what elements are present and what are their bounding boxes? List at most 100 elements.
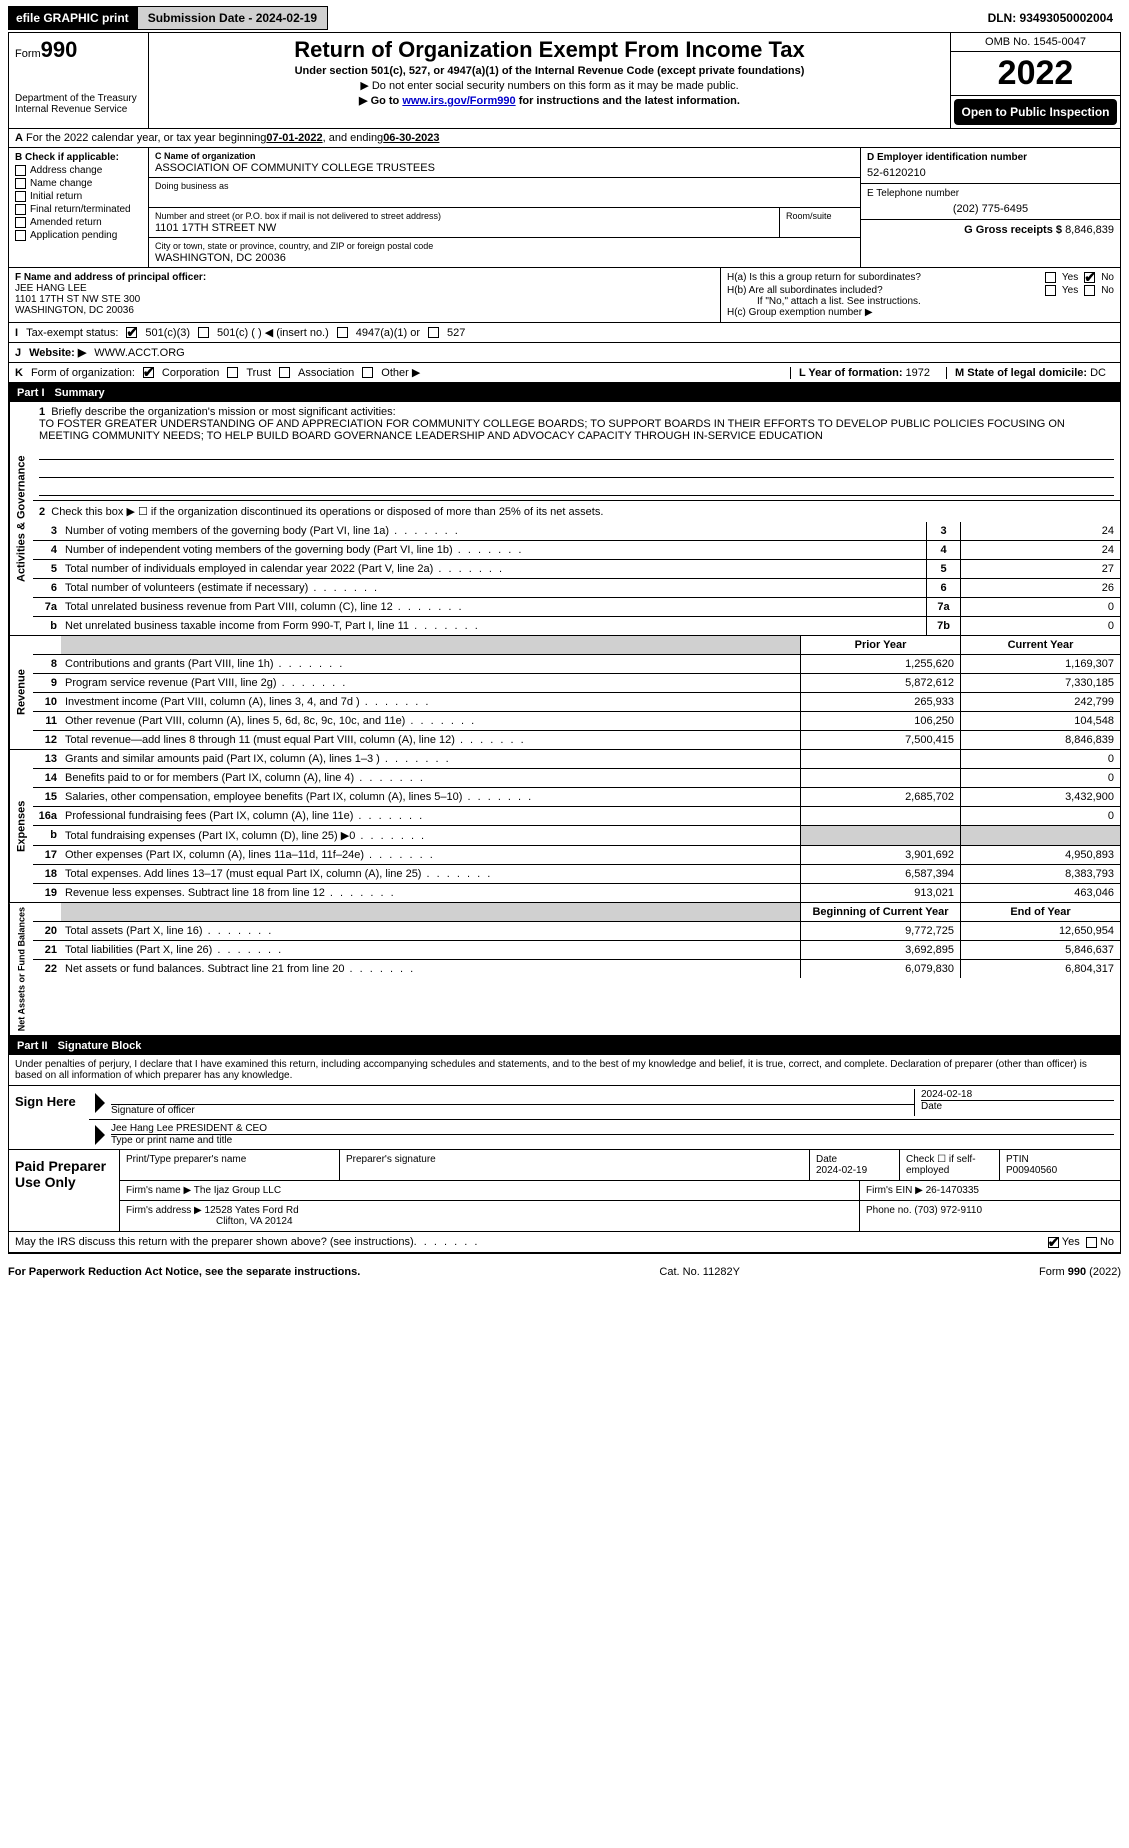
side-net: Net Assets or Fund Balances	[9, 903, 33, 1035]
subtitle-1: Under section 501(c), 527, or 4947(a)(1)…	[155, 65, 944, 77]
i-527-chk[interactable]	[428, 327, 439, 338]
part1-header: Part I Summary	[9, 384, 1120, 402]
part2-label: Part II	[17, 1040, 48, 1052]
e-val: (202) 775-6495	[867, 203, 1114, 215]
hb-yes-chk[interactable]	[1045, 285, 1056, 296]
row-text: Benefits paid to or for members (Part IX…	[61, 769, 800, 787]
hb2-text: If "No," attach a list. See instructions…	[757, 296, 1114, 307]
sig-date-lab: Date	[921, 1101, 1114, 1112]
ck-address[interactable]: Address change	[15, 165, 142, 176]
ck-name-lab: Name change	[30, 178, 92, 189]
addr-lab: Firm's address ▶	[126, 1205, 202, 1216]
b-label: B Check if applicable:	[15, 152, 142, 163]
q2-text: Check this box ▶ ☐ if the organization d…	[51, 506, 603, 518]
gov-row: 6 Total number of volunteers (estimate i…	[33, 579, 1120, 598]
data-row: 12 Total revenue—add lines 8 through 11 …	[33, 731, 1120, 749]
row-num: 13	[33, 750, 61, 768]
row-j: J Website: ▶ WWW.ACCT.ORG	[9, 343, 1120, 363]
row-box: 3	[926, 522, 960, 540]
section-expenses: Expenses 13 Grants and similar amounts p…	[9, 750, 1120, 903]
header-mid: Return of Organization Exempt From Incom…	[149, 33, 950, 128]
ck-amended[interactable]: Amended return	[15, 217, 142, 228]
ck-app[interactable]: Application pending	[15, 230, 142, 241]
row-cur: 5,846,637	[960, 941, 1120, 959]
f-l3: WASHINGTON, DC 20036	[15, 305, 714, 316]
ha-yes-chk[interactable]	[1045, 272, 1056, 283]
gov-row: 5 Total number of individuals employed i…	[33, 560, 1120, 579]
addr-val2: Clifton, VA 20124	[216, 1216, 293, 1227]
open-inspection: Open to Public Inspection	[954, 99, 1117, 125]
part2-name: Signature Block	[58, 1040, 142, 1052]
side-governance: Activities & Governance	[9, 402, 33, 635]
c-dba-lab: Doing business as	[155, 181, 854, 191]
i-501c-chk[interactable]	[198, 327, 209, 338]
row-i: I Tax-exempt status: 501(c)(3) 501(c) ( …	[9, 323, 1120, 343]
hc-text: H(c) Group exemption number ▶	[727, 307, 1114, 318]
data-row: 22 Net assets or fund balances. Subtract…	[33, 960, 1120, 978]
paid-preparer-block: Paid Preparer Use Only Print/Type prepar…	[9, 1150, 1120, 1232]
row-box: 4	[926, 541, 960, 559]
i-501c3-chk[interactable]	[126, 327, 137, 338]
k-other-chk[interactable]	[362, 367, 373, 378]
hb-no-chk[interactable]	[1084, 285, 1095, 296]
gov-row: b Net unrelated business taxable income …	[33, 617, 1120, 635]
row-text: Other expenses (Part IX, column (A), lin…	[61, 846, 800, 864]
section-net: Net Assets or Fund Balances Beginning of…	[9, 903, 1120, 1037]
row-cur	[960, 826, 1120, 845]
sub3-pre: ▶ Go to	[359, 95, 402, 107]
footer-right: Form 990 (2022)	[1039, 1266, 1121, 1278]
g-val: 8,846,839	[1065, 224, 1114, 236]
ck-initial[interactable]: Initial return	[15, 191, 142, 202]
footer-mid: Cat. No. 11282Y	[659, 1266, 740, 1278]
row-prior: 9,772,725	[800, 922, 960, 940]
p-ptin: P00940560	[1006, 1165, 1057, 1176]
ck-final[interactable]: Final return/terminated	[15, 204, 142, 215]
k-assoc-chk[interactable]	[279, 367, 290, 378]
phone-lab: Phone no.	[866, 1205, 914, 1216]
row-text: Total liabilities (Part X, line 26)	[61, 941, 800, 959]
row-num: 20	[33, 922, 61, 940]
irs-link[interactable]: www.irs.gov/Form990	[402, 95, 515, 107]
form-number: Form990	[15, 37, 142, 63]
part1-label: Part I	[17, 387, 45, 399]
d-lab: D Employer identification number	[867, 152, 1114, 163]
may-yes-chk[interactable]	[1048, 1237, 1059, 1248]
row-a-text1: For the 2022 calendar year, or tax year …	[26, 132, 266, 144]
row-num: 7a	[33, 598, 61, 616]
row-num: 22	[33, 960, 61, 978]
c-addr-lab: Number and street (or P.O. box if mail i…	[155, 211, 773, 221]
row-cur: 8,383,793	[960, 865, 1120, 883]
may-no-chk[interactable]	[1086, 1237, 1097, 1248]
i-4947-chk[interactable]	[337, 327, 348, 338]
ha-no-chk[interactable]	[1084, 272, 1095, 283]
row-prior: 913,021	[800, 884, 960, 902]
p-h5: PTIN	[1006, 1154, 1029, 1165]
data-row: 16a Professional fundraising fees (Part …	[33, 807, 1120, 826]
ck-app-lab: Application pending	[30, 230, 117, 241]
box-f: F Name and address of principal officer:…	[9, 268, 720, 322]
row-num: 19	[33, 884, 61, 902]
data-row: 13 Grants and similar amounts paid (Part…	[33, 750, 1120, 769]
k-trust-chk[interactable]	[227, 367, 238, 378]
efile-label: efile GRAPHIC print	[8, 6, 137, 30]
data-row: 19 Revenue less expenses. Subtract line …	[33, 884, 1120, 902]
ck-name[interactable]: Name change	[15, 178, 142, 189]
netcol-prior: Beginning of Current Year	[800, 903, 960, 921]
submission-date-btn[interactable]: Submission Date - 2024-02-19	[137, 6, 328, 30]
k-corp-chk[interactable]	[143, 367, 154, 378]
ck-amended-lab: Amended return	[30, 217, 102, 228]
row-num: 14	[33, 769, 61, 787]
c-addr-val: 1101 17TH STREET NW	[155, 222, 773, 234]
phone-val: (703) 972-9110	[914, 1205, 982, 1216]
block-b: B Check if applicable: Address change Na…	[9, 148, 1120, 268]
ha-yes: Yes	[1062, 272, 1078, 283]
row-text: Other revenue (Part VIII, column (A), li…	[61, 712, 800, 730]
row-text: Total unrelated business revenue from Pa…	[61, 598, 926, 616]
row-prior: 3,901,692	[800, 846, 960, 864]
p-h3: Date	[816, 1154, 837, 1165]
label-a: A	[15, 132, 23, 144]
c-room-lab: Room/suite	[786, 211, 854, 221]
q1-desc: TO FOSTER GREATER UNDERSTANDING OF AND A…	[39, 418, 1065, 442]
ck-final-lab: Final return/terminated	[30, 204, 131, 215]
box-g: G Gross receipts $ 8,846,839	[861, 220, 1120, 240]
